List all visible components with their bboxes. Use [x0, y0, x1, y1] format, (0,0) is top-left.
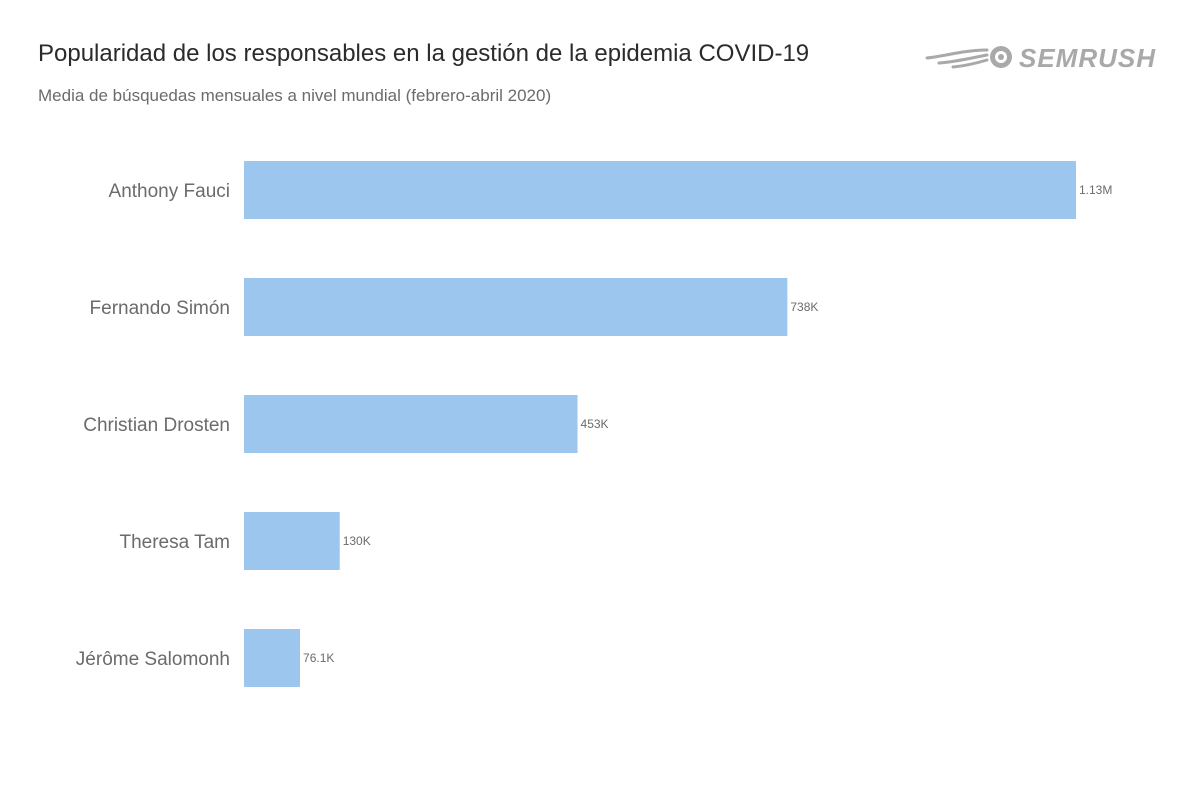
category-label-anthony-fauci: Anthony Fauci [109, 181, 230, 202]
semrush-logo: SEMRUSH [925, 43, 1156, 73]
bar-anthony-fauci [244, 161, 1076, 219]
category-label-fernando-simon: Fernando Simón [90, 298, 230, 319]
bar-theresa-tam [244, 512, 340, 570]
value-label-jerome-salomonh: 76.1K [303, 651, 334, 665]
category-label-jerome-salomonh: Jérôme Salomonh [76, 649, 230, 670]
semrush-fireball-icon [925, 46, 1012, 69]
bar-christian-drosten [244, 395, 578, 453]
value-label-anthony-fauci: 1.13M [1079, 183, 1112, 197]
category-label-theresa-tam: Theresa Tam [119, 532, 230, 553]
bar-fernando-simon [244, 278, 788, 336]
bar-jerome-salomonh [244, 629, 301, 687]
semrush-wordmark: SEMRUSH [1019, 43, 1156, 73]
value-label-theresa-tam: 130K [343, 534, 371, 548]
category-label-christian-drosten: Christian Drosten [83, 415, 230, 436]
value-label-fernando-simon: 738K [790, 300, 818, 314]
chart-title: Popularidad de los responsables en la ge… [38, 40, 810, 67]
value-label-christian-drosten: 453K [581, 417, 609, 431]
chart-subtitle: Media de búsquedas mensuales a nivel mun… [38, 86, 552, 105]
